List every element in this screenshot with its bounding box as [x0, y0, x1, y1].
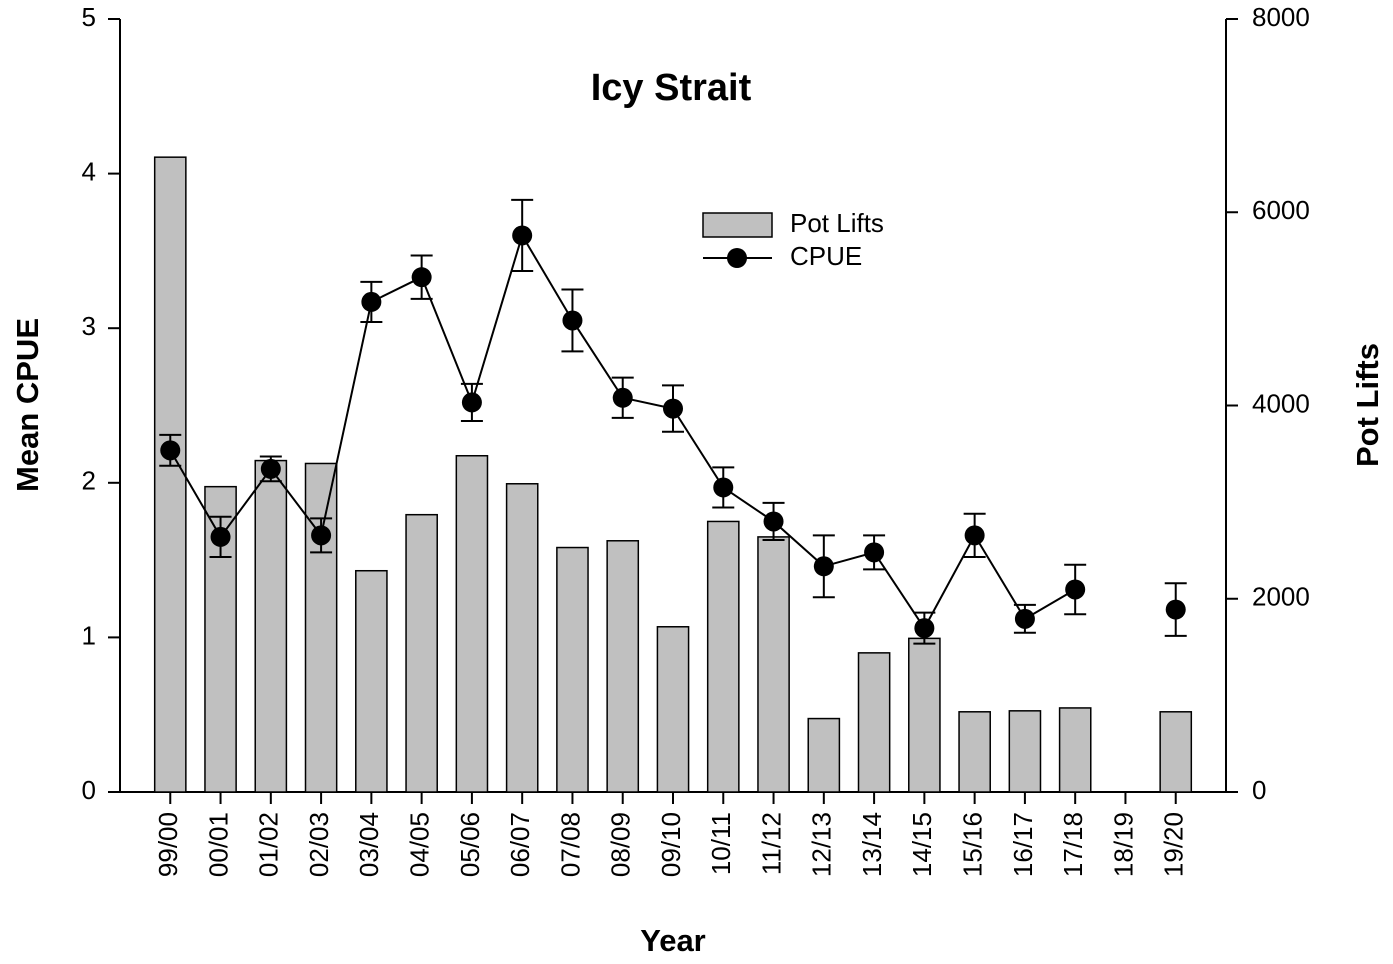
- chart-title: Icy Strait: [591, 67, 752, 109]
- marker: [461, 392, 482, 413]
- marker: [813, 556, 834, 577]
- marker: [311, 525, 332, 546]
- bar: [153, 156, 187, 793]
- bar: [405, 513, 438, 793]
- x-tick-label: 06/07: [505, 812, 535, 877]
- x-tick-label: 17/18: [1058, 812, 1088, 877]
- x-tick-label: 01/02: [254, 812, 284, 877]
- marker: [160, 440, 181, 461]
- marker: [210, 526, 231, 547]
- bar: [958, 711, 991, 793]
- bar: [1008, 710, 1042, 793]
- y2-tick-label: 2000: [1252, 582, 1310, 612]
- y-axis-title: Mean CPUE: [10, 318, 45, 492]
- bar: [656, 626, 690, 793]
- marker: [512, 225, 533, 246]
- x-tick-label: 14/15: [907, 812, 937, 877]
- x-tick-label: 05/06: [455, 812, 485, 877]
- legend-swatch: [702, 212, 773, 238]
- marker: [1065, 579, 1086, 600]
- x-tick-label: 04/05: [405, 812, 435, 877]
- bar: [304, 462, 338, 793]
- marker: [260, 458, 281, 479]
- marker: [562, 310, 583, 331]
- bar: [1058, 707, 1092, 793]
- marker: [411, 267, 432, 288]
- bar: [857, 652, 891, 793]
- legend-label: Pot Lifts: [790, 208, 884, 238]
- x-tick-label: 00/01: [203, 812, 233, 877]
- marker: [1014, 608, 1035, 629]
- x-tick-label: 07/08: [555, 812, 585, 877]
- x-tick-label: 19/20: [1159, 812, 1189, 877]
- marker: [663, 398, 683, 419]
- y-tick-label: 2: [82, 466, 96, 496]
- y2-tick-label: 0: [1252, 775, 1266, 805]
- bar: [556, 546, 589, 793]
- y-tick-label: 5: [82, 2, 96, 32]
- bar: [355, 569, 388, 793]
- y-tick-label: 0: [82, 775, 96, 805]
- x-axis-title: Year: [640, 923, 706, 958]
- x-tick-label: 18/19: [1108, 812, 1138, 877]
- marker: [864, 542, 885, 563]
- bar: [757, 536, 790, 793]
- marker: [713, 477, 734, 498]
- x-tick-label: 15/16: [958, 812, 988, 877]
- y2-tick-label: 4000: [1252, 388, 1310, 418]
- x-tick-label: 02/03: [304, 812, 334, 877]
- y-tick-label: 1: [82, 620, 96, 650]
- marker: [612, 387, 633, 408]
- x-tick-label: 08/09: [606, 812, 636, 877]
- bar: [254, 459, 288, 793]
- x-tick-label: 16/17: [1008, 812, 1038, 877]
- bar: [807, 717, 841, 793]
- x-tick-label: 09/10: [656, 812, 686, 877]
- y2-axis-title: Pot Lifts: [1350, 343, 1385, 467]
- bar: [908, 637, 941, 793]
- y-tick-label: 4: [82, 156, 96, 186]
- bar: [606, 540, 640, 793]
- marker: [763, 511, 784, 532]
- x-tick-label: 13/14: [857, 812, 887, 877]
- bar: [1159, 711, 1193, 793]
- bar: [455, 454, 489, 793]
- x-tick-label: 10/11: [706, 812, 736, 875]
- y-tick-label: 3: [82, 311, 96, 341]
- marker: [1165, 599, 1186, 620]
- bar: [505, 483, 539, 793]
- x-tick-label: 99/00: [153, 812, 183, 877]
- marker: [914, 618, 935, 639]
- y2-tick-label: 8000: [1252, 2, 1310, 32]
- x-tick-label: 11/12: [756, 812, 786, 875]
- bar: [706, 520, 740, 793]
- x-tick-label: 03/04: [354, 812, 384, 877]
- x-tick-label: 12/13: [807, 812, 837, 877]
- y2-tick-label: 6000: [1252, 195, 1310, 225]
- legend-label: CPUE: [790, 241, 862, 271]
- marker: [964, 525, 985, 546]
- legend-marker: [727, 248, 747, 268]
- marker: [361, 291, 382, 312]
